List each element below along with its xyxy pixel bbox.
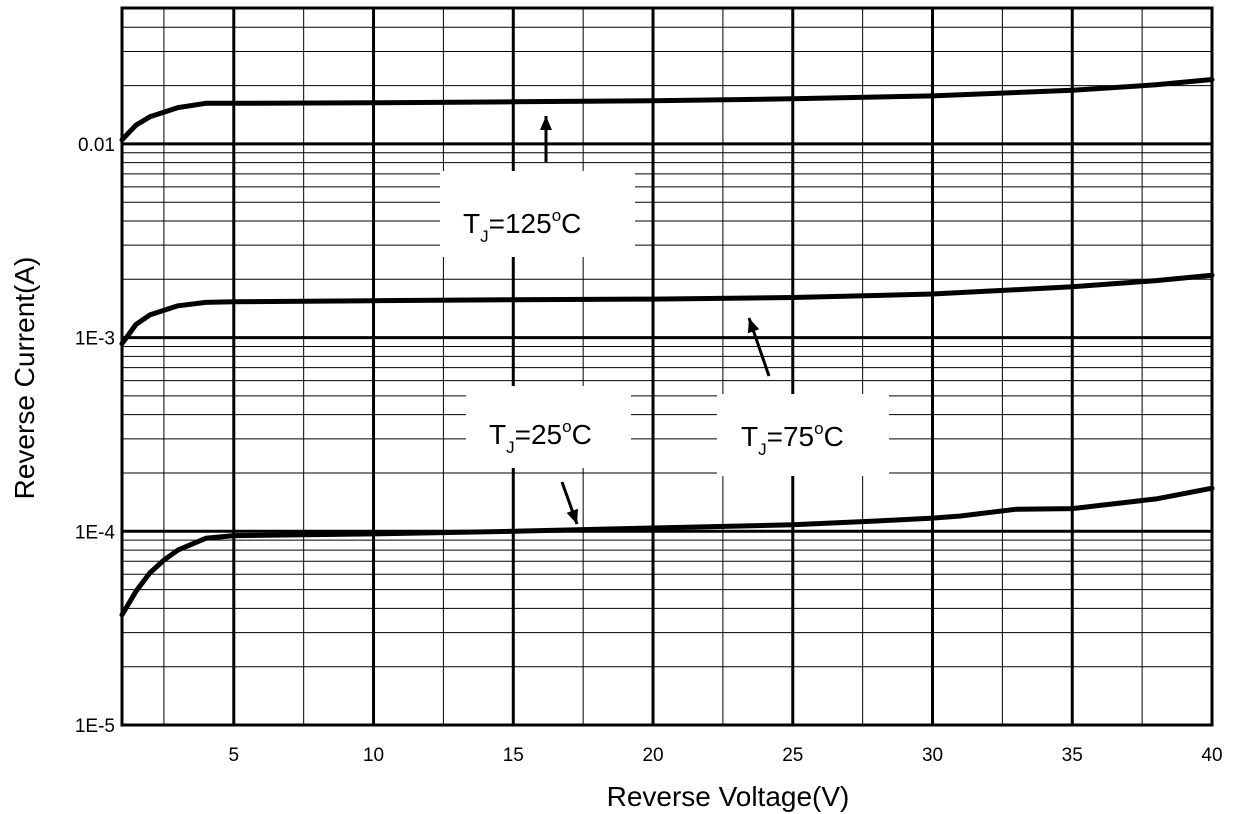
- annotation-subscript: J: [758, 440, 767, 459]
- arrow-head: [540, 116, 552, 130]
- x-tick-label: 5: [229, 745, 240, 766]
- x-tick-label: 30: [922, 745, 943, 766]
- x-tick-label: 35: [1062, 745, 1083, 766]
- annotation-label: TJ=125oC: [463, 206, 581, 246]
- annotation-unit: C: [824, 421, 844, 452]
- y-axis-title: Reverse Current(A): [9, 257, 40, 500]
- annotation-main: T: [741, 421, 758, 452]
- annotation-value: =25: [515, 419, 563, 450]
- annotation-box: [466, 386, 631, 468]
- arrow-head: [747, 318, 760, 334]
- annotation-main: T: [463, 208, 480, 239]
- annotation-box: [717, 394, 889, 476]
- series-line-3: [119, 485, 1215, 618]
- annotation-subscript: J: [480, 227, 489, 246]
- annotation-unit: C: [561, 208, 581, 239]
- annotation-value: =75: [767, 421, 815, 452]
- annotation-label: TJ=75oC: [741, 419, 844, 459]
- x-axis-title: Reverse Voltage(V): [607, 781, 850, 812]
- minor-grid: [122, 8, 1212, 725]
- y-tick-label: 0.01: [78, 135, 115, 156]
- series-line-2: [119, 272, 1215, 347]
- y-tick-label: 1E-4: [75, 522, 116, 543]
- major-grid: [120, 6, 1214, 727]
- y-tick-label: 1E-5: [75, 716, 115, 737]
- annotation-subscript: J: [506, 438, 515, 457]
- annotation-box: [440, 171, 635, 257]
- annotation-unit: C: [572, 419, 592, 450]
- x-tick-label: 40: [1201, 745, 1222, 766]
- plot-frame: [120, 6, 1214, 727]
- annotation-value: =125: [489, 208, 552, 239]
- annotation-degree: o: [552, 206, 561, 225]
- x-tick-label: 25: [782, 745, 803, 766]
- x-tick-label: 20: [642, 745, 663, 766]
- series-layer: [119, 77, 1215, 618]
- annotation-degree: o: [814, 419, 823, 438]
- annotation-degree: o: [562, 417, 571, 436]
- x-tick-label: 10: [363, 745, 384, 766]
- annotation-main: T: [489, 419, 506, 450]
- tick-label-layer: 5 10 15 20 25 30 35 40 1E-5 1E-4 1E-3 0.01: [75, 135, 1223, 766]
- y-tick-label: 1E-3: [75, 329, 115, 350]
- series-line-1: [119, 77, 1215, 143]
- arrow-head: [566, 508, 578, 524]
- annotation-label: TJ=25oC: [489, 417, 592, 457]
- x-tick-label: 15: [503, 745, 524, 766]
